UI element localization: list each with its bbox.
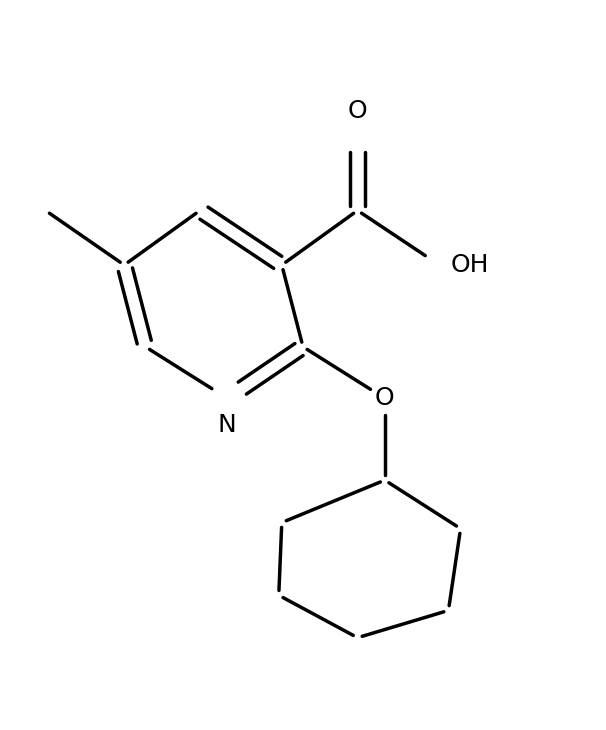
Text: O: O [375, 386, 395, 410]
Text: O: O [348, 99, 367, 123]
Text: N: N [218, 413, 236, 437]
Text: OH: OH [450, 253, 489, 277]
